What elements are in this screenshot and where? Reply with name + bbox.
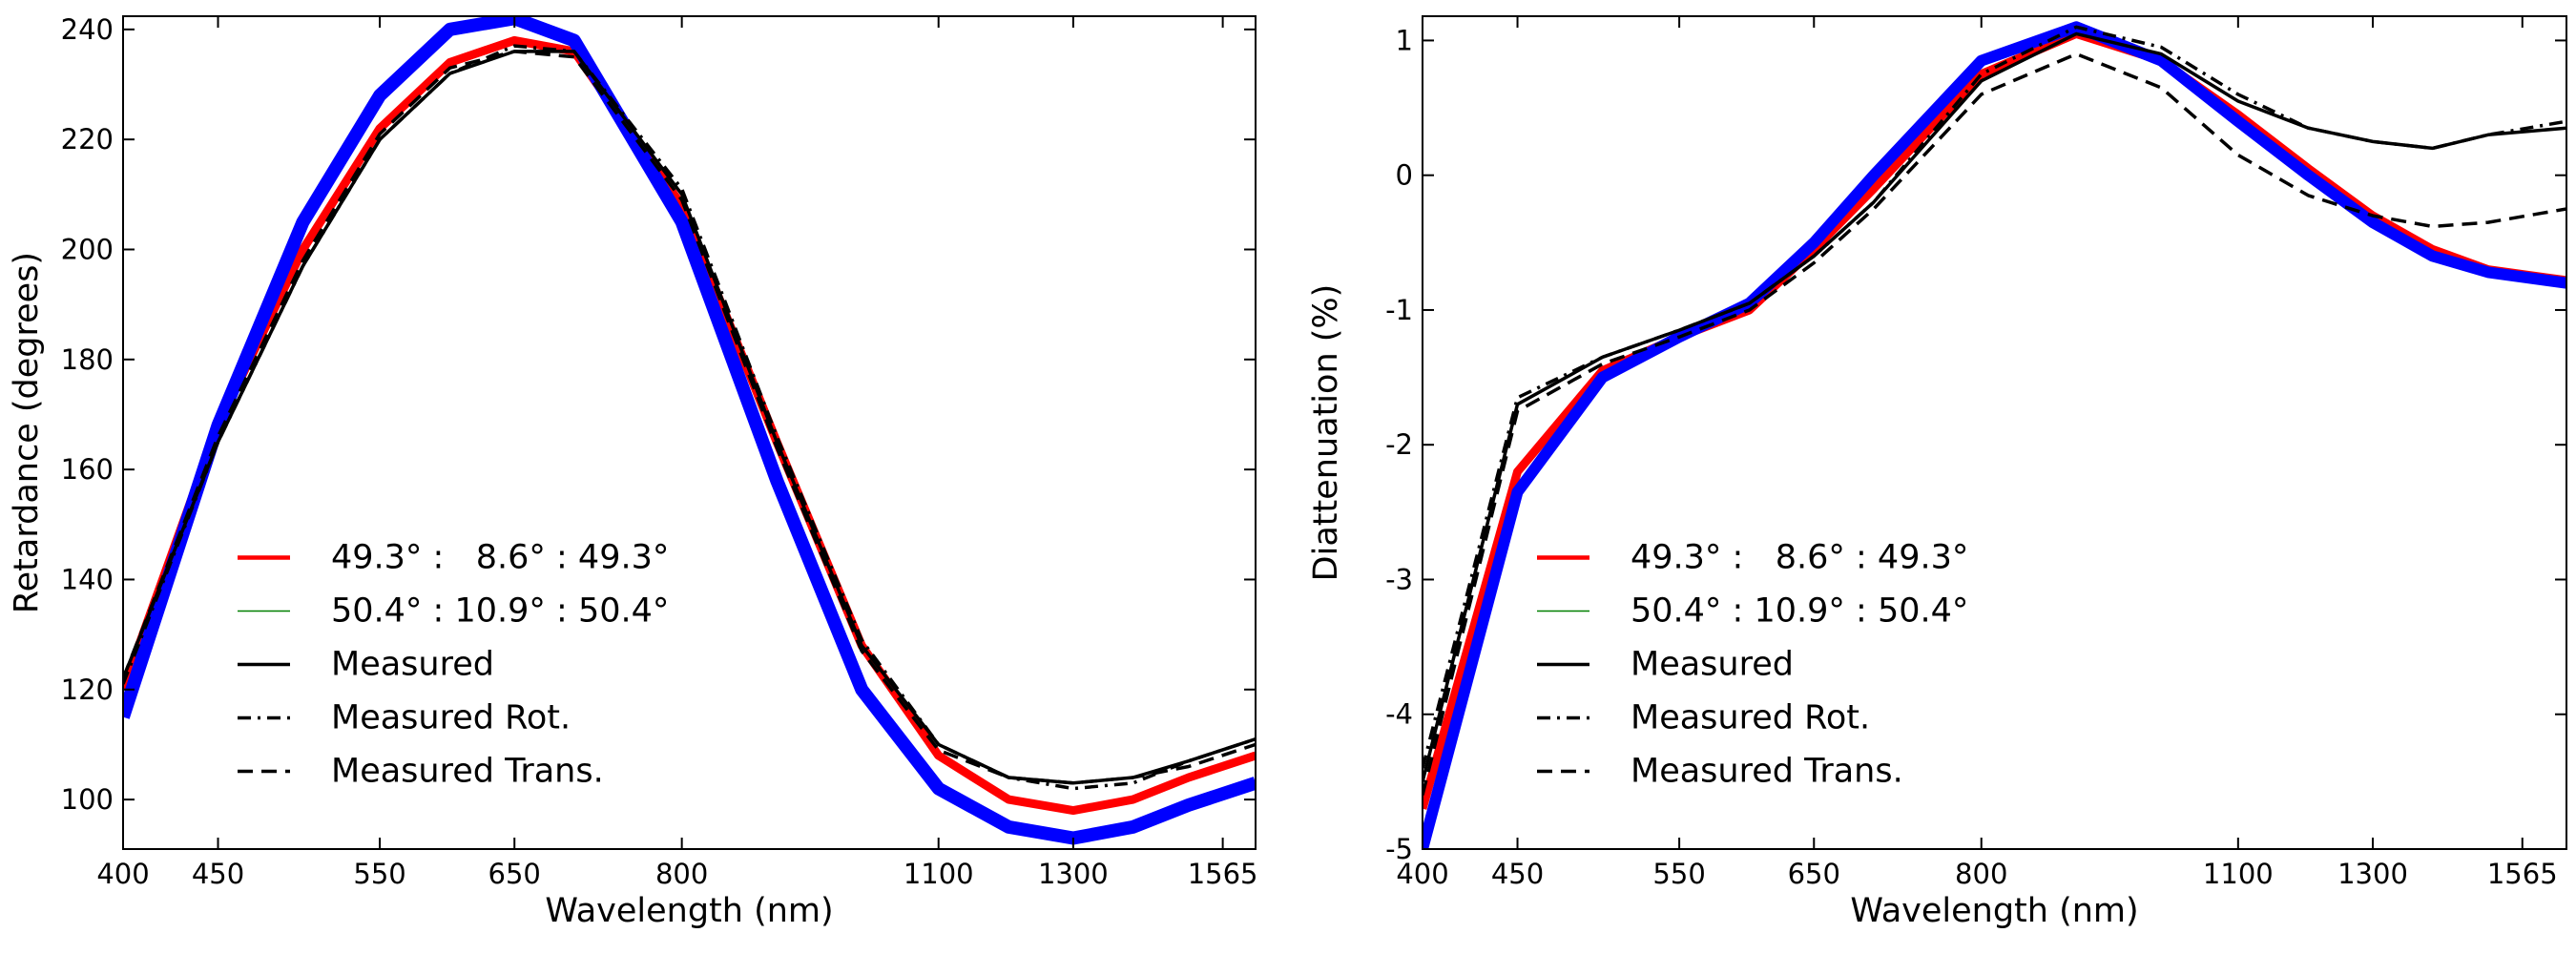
series-line <box>123 50 1256 785</box>
series-line <box>123 16 1256 845</box>
y-tick-label: -4 <box>1385 698 1413 731</box>
legend-label: Measured Rot. <box>1631 698 1870 736</box>
y-tick-label: 180 <box>61 343 114 376</box>
x-tick-label: 1100 <box>904 858 974 890</box>
plot-frame <box>1422 15 2567 850</box>
y-tick-label: -5 <box>1385 833 1413 865</box>
series-line <box>1423 26 2566 849</box>
y-tick-label: 220 <box>61 123 114 156</box>
series-line <box>1423 52 2566 796</box>
x-tick-label: 450 <box>192 858 244 890</box>
legend-label: Measured Rot. <box>331 698 571 736</box>
series-line <box>1423 21 2566 849</box>
y-tick-label: 100 <box>61 783 114 816</box>
plot-area <box>123 16 1256 845</box>
x-axis-label: Wavelength (nm) <box>1850 892 2138 930</box>
series-line <box>123 17 1256 840</box>
x-tick-label: 400 <box>96 858 149 890</box>
series-line <box>123 35 1256 816</box>
legend-label: Measured Trans. <box>1631 752 1903 790</box>
series-line <box>123 44 1256 791</box>
y-tick-label: 120 <box>61 674 114 706</box>
x-tick-label: 400 <box>1396 858 1448 890</box>
legend-label: Measured Trans. <box>331 752 604 790</box>
series-line <box>1423 29 2566 810</box>
legend-label: 50.4° : 10.9° : 50.4° <box>1631 591 1968 630</box>
series-line <box>123 50 1256 785</box>
x-tick-label: 650 <box>488 858 541 890</box>
y-axis-label: Diattenuation (%) <box>1307 284 1345 582</box>
subplot: -5 -4 -3 -2 -1 0 1 400 450 550 650 800 1100 1300 1565 W… <box>1307 15 2567 930</box>
legend-label: 49.3° : 8.6° : 49.3° <box>331 538 669 576</box>
y-tick-label: 140 <box>61 563 114 595</box>
x-tick-label: 650 <box>1788 858 1840 890</box>
legend: 49.3° : 8.6° : 49.3° 50.4° : 10.9° : 50.4… <box>1537 538 1968 790</box>
y-tick-label: 0 <box>1396 159 1413 192</box>
y-tick-label: -3 <box>1385 563 1413 595</box>
x-tick-label: 450 <box>1491 858 1544 890</box>
legend-label: 49.3° : 8.6° : 49.3° <box>1631 538 1968 576</box>
legend-label: Measured <box>331 645 494 683</box>
y-axis-label: Retardance (degrees) <box>8 252 46 613</box>
x-tick-label: 550 <box>1652 858 1705 890</box>
x-tick-label: 1565 <box>1188 858 1258 890</box>
x-tick-label: 550 <box>353 858 405 890</box>
y-tick-label: 240 <box>61 13 114 46</box>
legend-label: Measured <box>1631 645 1794 683</box>
x-tick-label: 1300 <box>1038 858 1109 890</box>
plot-frame <box>122 15 1257 850</box>
x-tick-label: 800 <box>655 858 708 890</box>
legend-label: 50.4° : 10.9° : 50.4° <box>331 591 669 630</box>
subplot: 100 120 140 160 180 200 220 240 400 450 550 650 800 1… <box>8 13 1258 930</box>
series-line <box>1423 31 2566 782</box>
y-tick-label: 200 <box>61 233 114 265</box>
plot-area <box>1423 21 2566 849</box>
x-tick-label: 800 <box>1955 858 2007 890</box>
x-axis-label: Wavelength (nm) <box>545 892 833 930</box>
y-tick-label: 1 <box>1396 24 1413 56</box>
x-tick-label: 1100 <box>2203 858 2274 890</box>
y-tick-label: -1 <box>1385 294 1413 326</box>
x-tick-label: 1300 <box>2337 858 2408 890</box>
series-line <box>1423 25 2566 769</box>
x-tick-label: 1565 <box>2487 858 2558 890</box>
legend: 49.3° : 8.6° : 49.3° 50.4° : 10.9° : 50.4… <box>238 538 669 790</box>
y-tick-label: 160 <box>61 453 114 486</box>
y-tick-label: -2 <box>1385 428 1413 461</box>
